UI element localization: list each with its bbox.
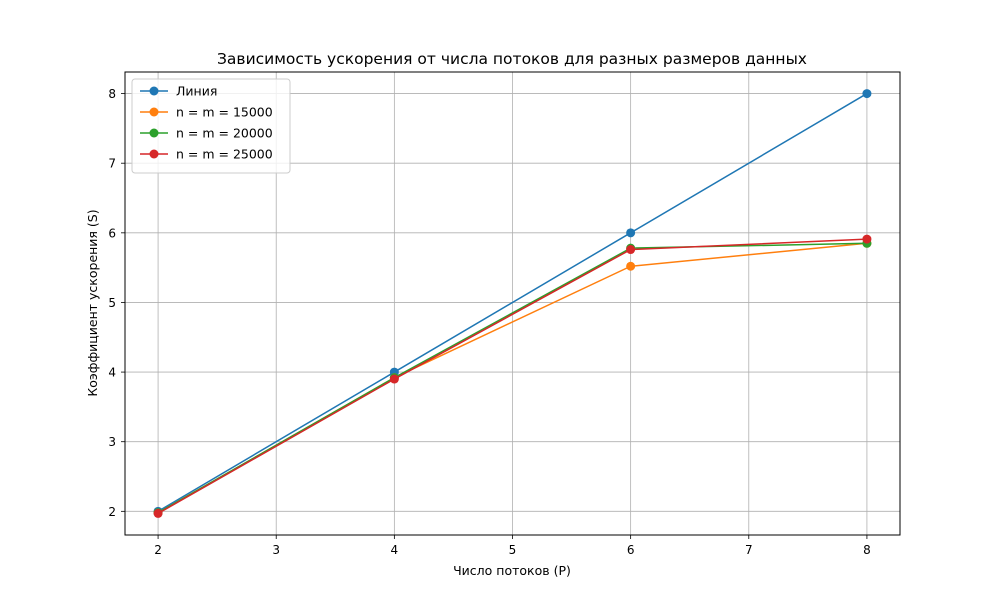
legend-label: n = m = 25000 (176, 147, 273, 162)
chart-title: Зависимость ускорения от числа потоков д… (217, 50, 807, 68)
y-tick-label: 8 (108, 87, 116, 101)
legend-label: Линия (176, 84, 217, 99)
y-tick-label: 4 (108, 366, 116, 380)
series-1-point (862, 89, 872, 99)
x-tick-label: 3 (272, 543, 280, 557)
axis-ticks: 2 3 4 5 6 7 8 2 3 4 5 6 7 8 (108, 87, 870, 557)
series-4-point (389, 374, 399, 384)
series-1-line (157, 92, 868, 512)
y-tick-label: 5 (108, 296, 116, 310)
series-lines (153, 89, 872, 518)
series-4-point (862, 234, 872, 244)
legend-label: n = m = 20000 (176, 126, 273, 141)
legend: Линия n = m = 15000 n = m = 20000 n = m = 2… (131, 78, 291, 174)
y-axis-label: Коэффициент ускорения (S) (85, 209, 100, 396)
series-4-point (626, 245, 636, 255)
series-4-line (157, 238, 867, 515)
x-tick-label: 6 (627, 543, 635, 557)
x-tick-label: 8 (863, 543, 871, 557)
legend-swatch-marker (149, 107, 159, 117)
legend-label: n = m = 15000 (176, 105, 273, 120)
x-tick-label: 5 (509, 543, 517, 557)
y-tick-label: 7 (108, 157, 116, 171)
legend-swatch-marker (149, 128, 159, 138)
legend-swatch-marker (149, 86, 159, 96)
series-3-line (157, 242, 867, 514)
x-tick-label: 4 (391, 543, 399, 557)
x-tick-label: 2 (154, 543, 162, 557)
legend-swatch-marker (149, 149, 159, 159)
series-1-point (626, 228, 636, 238)
legend-box (131, 78, 291, 174)
series-4-point (153, 508, 163, 518)
x-axis-label: Число потоков (P) (453, 563, 571, 578)
y-tick-label: 3 (108, 435, 116, 449)
y-tick-label: 6 (108, 226, 116, 240)
series-4 (153, 234, 872, 518)
y-tick-label: 2 (108, 505, 116, 519)
series-2-point (626, 261, 636, 271)
x-tick-label: 7 (745, 543, 753, 557)
